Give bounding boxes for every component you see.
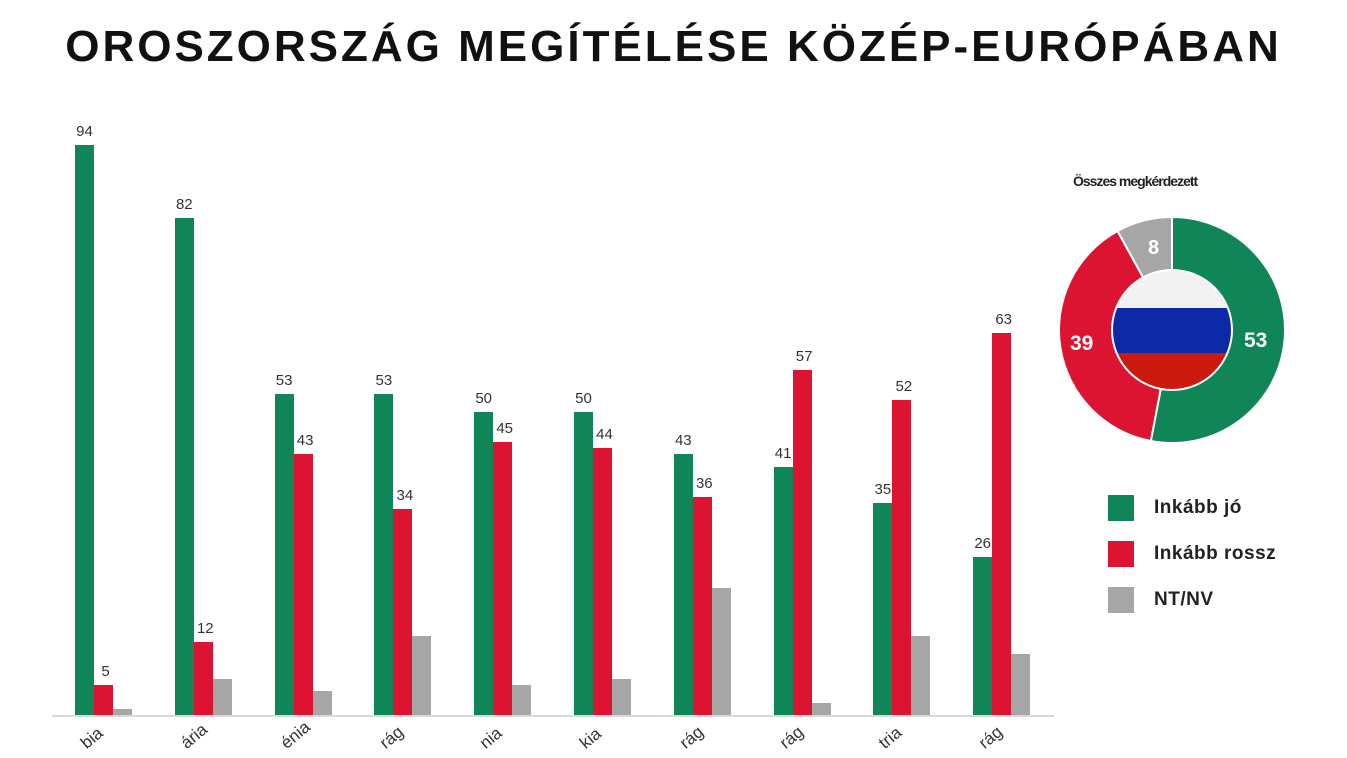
bar-nt — [212, 679, 232, 715]
category-label: kia — [576, 724, 605, 753]
category-label: bia — [77, 723, 107, 753]
bar-value-label: 94 — [76, 123, 93, 140]
legend-label: Inkább rossz — [1154, 543, 1277, 564]
legend-swatch-good — [1108, 495, 1134, 521]
donut-label-good: 53 — [1244, 329, 1267, 352]
bar-good — [174, 218, 194, 715]
bar-bad — [493, 442, 513, 715]
category-label: nia — [476, 723, 506, 753]
bar-value-label: 53 — [375, 372, 393, 389]
bar-value-label: 36 — [695, 475, 713, 492]
bar-value-label: 63 — [995, 311, 1013, 328]
bar-value-label: 35 — [874, 481, 892, 498]
bar-nt — [312, 691, 332, 715]
bar-nt — [711, 588, 731, 715]
bar-bad — [992, 333, 1012, 715]
bar-bad — [692, 497, 712, 715]
donut-label-bad: 39 — [1070, 332, 1093, 355]
bar-good — [374, 394, 394, 715]
bar-bad — [792, 370, 812, 715]
bar-good — [773, 467, 793, 715]
bar-value-label: 43 — [296, 432, 314, 449]
legend: Inkább jó Inkább rossz NT/NV — [1108, 485, 1276, 623]
bar-good — [973, 557, 993, 715]
category-label: tria — [875, 722, 906, 753]
bar-good — [474, 412, 494, 715]
bar-value-label: 52 — [895, 378, 913, 395]
bar-nt — [412, 636, 432, 715]
legend-item-good: Inkább jó — [1108, 485, 1276, 531]
bar-nt — [911, 636, 931, 715]
bar-bad — [193, 642, 213, 715]
category-label: rág — [975, 722, 1007, 753]
legend-item-bad: Inkább rossz — [1108, 531, 1276, 577]
bar-nt — [512, 685, 532, 715]
bar-value-label: 50 — [475, 390, 493, 407]
bar-value-label: 12 — [196, 620, 214, 637]
bar-bad — [892, 400, 912, 715]
donut-title: Összes megkérdezett — [1073, 173, 1198, 189]
legend-label: NT/NV — [1154, 589, 1214, 610]
bar-value-label: 26 — [974, 535, 992, 552]
category-label: énia — [276, 717, 314, 753]
donut-label-nt: 8 — [1148, 237, 1159, 259]
bar-good — [274, 394, 294, 715]
legend-item-nt: NT/NV — [1108, 577, 1276, 623]
bar-value-label: 50 — [575, 390, 592, 407]
bar-bad — [293, 454, 313, 715]
bar-good — [75, 145, 94, 715]
bar-value-label: 5 — [101, 663, 110, 680]
bar-nt — [811, 703, 831, 715]
category-label: ária — [176, 719, 211, 753]
bar-value-label: 43 — [674, 432, 692, 449]
bar-bad — [94, 685, 113, 715]
bar-value-label: 45 — [496, 420, 514, 437]
bar-value-label: 53 — [275, 372, 293, 389]
bar-value-label: 34 — [396, 487, 414, 504]
donut-chart: 8 39 53 — [1058, 216, 1286, 444]
x-axis-line — [52, 715, 1054, 717]
bar-good — [873, 503, 893, 715]
bar-nt — [113, 709, 132, 715]
bar-good — [574, 412, 593, 715]
legend-swatch-nt — [1108, 587, 1134, 613]
bar-nt — [612, 679, 631, 715]
category-label: rág — [376, 722, 408, 753]
legend-label: Inkább jó — [1154, 497, 1242, 518]
bar-good — [673, 454, 693, 715]
bar-value-label: 41 — [774, 445, 792, 462]
bar-bad — [593, 448, 612, 715]
legend-swatch-bad — [1108, 541, 1134, 567]
chart-title: OROSZORSZÁG MEGÍTÉLÉSE KÖZÉP-EURÓPÁBAN — [65, 22, 1282, 71]
bar-chart: 94 5 bia 82 12 ária 53 43 énia 53 34 rág 50 45 nia 50 44… — [52, 123, 1054, 753]
bar-value-label: 44 — [596, 426, 613, 443]
bar-value-label: 57 — [795, 348, 813, 365]
bar-value-label: 82 — [175, 196, 193, 213]
category-label: rág — [675, 722, 707, 753]
category-label: rág — [775, 722, 807, 753]
bar-nt — [1011, 654, 1031, 715]
bar-bad — [393, 509, 413, 715]
